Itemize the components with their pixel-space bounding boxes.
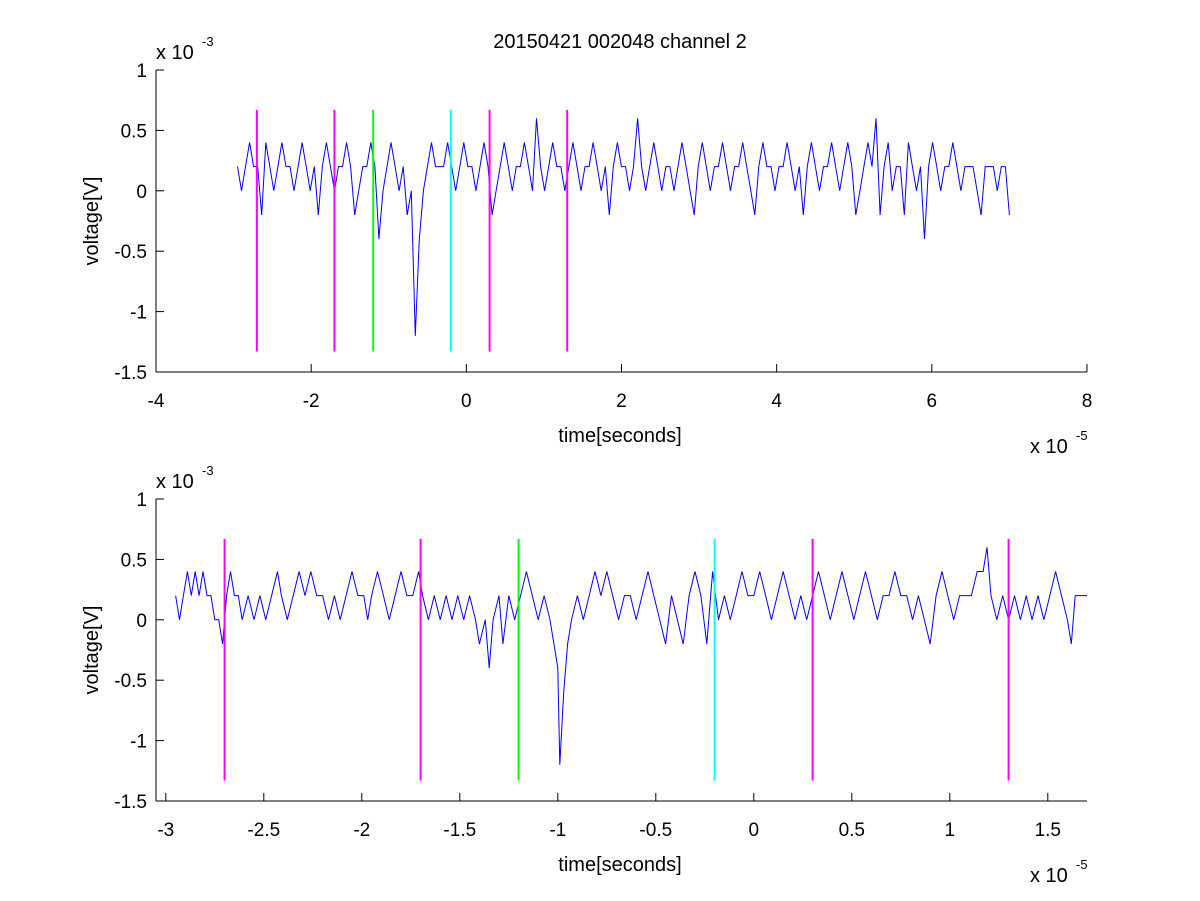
bottom-x-tick-label: -0.5 bbox=[639, 820, 672, 841]
top-x-axis-label: time[seconds] bbox=[558, 425, 681, 447]
bottom-x-tick-label: -1 bbox=[549, 820, 566, 841]
bottom-x-tick-label: 1.5 bbox=[1035, 820, 1061, 841]
bottom-y-tick-label: -1 bbox=[130, 732, 147, 753]
top-x-tick-label: -4 bbox=[148, 391, 165, 412]
top-y-exponent-sup: -3 bbox=[202, 34, 214, 49]
bottom-x-tick-label: -1.5 bbox=[443, 820, 476, 841]
top-x-tick-label: 0 bbox=[461, 391, 472, 412]
bottom-y-tick-label: -1.5 bbox=[114, 792, 147, 813]
figure-title: 20150421 002048 channel 2 bbox=[493, 31, 747, 53]
top-x-tick-label: -2 bbox=[303, 391, 320, 412]
top-x-tick-label: 6 bbox=[927, 391, 938, 412]
bottom-y-axis-label: voltage[V] bbox=[81, 606, 103, 695]
bottom-x-exponent-sup: -5 bbox=[1076, 857, 1088, 872]
bottom-x-tick-label: 0.5 bbox=[839, 820, 865, 841]
top-x-exponent-label: x 10 bbox=[1030, 436, 1068, 458]
bottom-x-exponent-label: x 10 bbox=[1030, 865, 1068, 887]
bottom-y-exponent-sup: -3 bbox=[202, 463, 214, 478]
top-y-tick-label: 1 bbox=[136, 61, 147, 82]
bottom-x-tick-label: -2.5 bbox=[247, 820, 280, 841]
top-x-tick-label: 8 bbox=[1082, 391, 1093, 412]
top-y-axis-label: voltage[V] bbox=[81, 177, 103, 266]
bottom-x-tick-label: -3 bbox=[157, 820, 174, 841]
top-y-tick-label: 0 bbox=[136, 182, 147, 203]
bottom-x-axis-label: time[seconds] bbox=[558, 854, 681, 876]
bottom-signal-trace bbox=[175, 547, 1087, 765]
bottom-y-tick-label: 0 bbox=[136, 611, 147, 632]
top-signal-trace bbox=[237, 118, 1010, 336]
bottom-y-tick-label: 1 bbox=[136, 490, 147, 511]
bottom-y-tick-label: 0.5 bbox=[121, 550, 147, 571]
top-plot: -1.5 -1 -0.5 0 0.5 1 -4 -2 0 2 4 6 8 time[seconds] vol… bbox=[81, 34, 1092, 458]
top-y-exponent-label: x 10 bbox=[156, 42, 194, 64]
bottom-x-tick-label: 1 bbox=[945, 820, 956, 841]
bottom-x-tick-label: -2 bbox=[353, 820, 370, 841]
bottom-x-tick-label: 0 bbox=[749, 820, 760, 841]
top-x-tick-label: 2 bbox=[616, 391, 627, 412]
top-y-tick-label: -0.5 bbox=[114, 242, 147, 263]
top-x-tick-label: 4 bbox=[771, 391, 782, 412]
bottom-y-tick-label: -0.5 bbox=[114, 671, 147, 692]
top-x-exponent-sup: -5 bbox=[1076, 428, 1088, 443]
bottom-plot: -1.5 -1 -0.5 0 0.5 1 -3 -2.5 -2 -1.5 -1 -0.5 0 0.5 1 1.… bbox=[81, 463, 1088, 887]
top-y-tick-label: 0.5 bbox=[121, 121, 147, 142]
top-y-tick-label: -1 bbox=[130, 303, 147, 324]
top-y-tick-label: -1.5 bbox=[114, 363, 147, 384]
bottom-y-exponent-label: x 10 bbox=[156, 471, 194, 493]
